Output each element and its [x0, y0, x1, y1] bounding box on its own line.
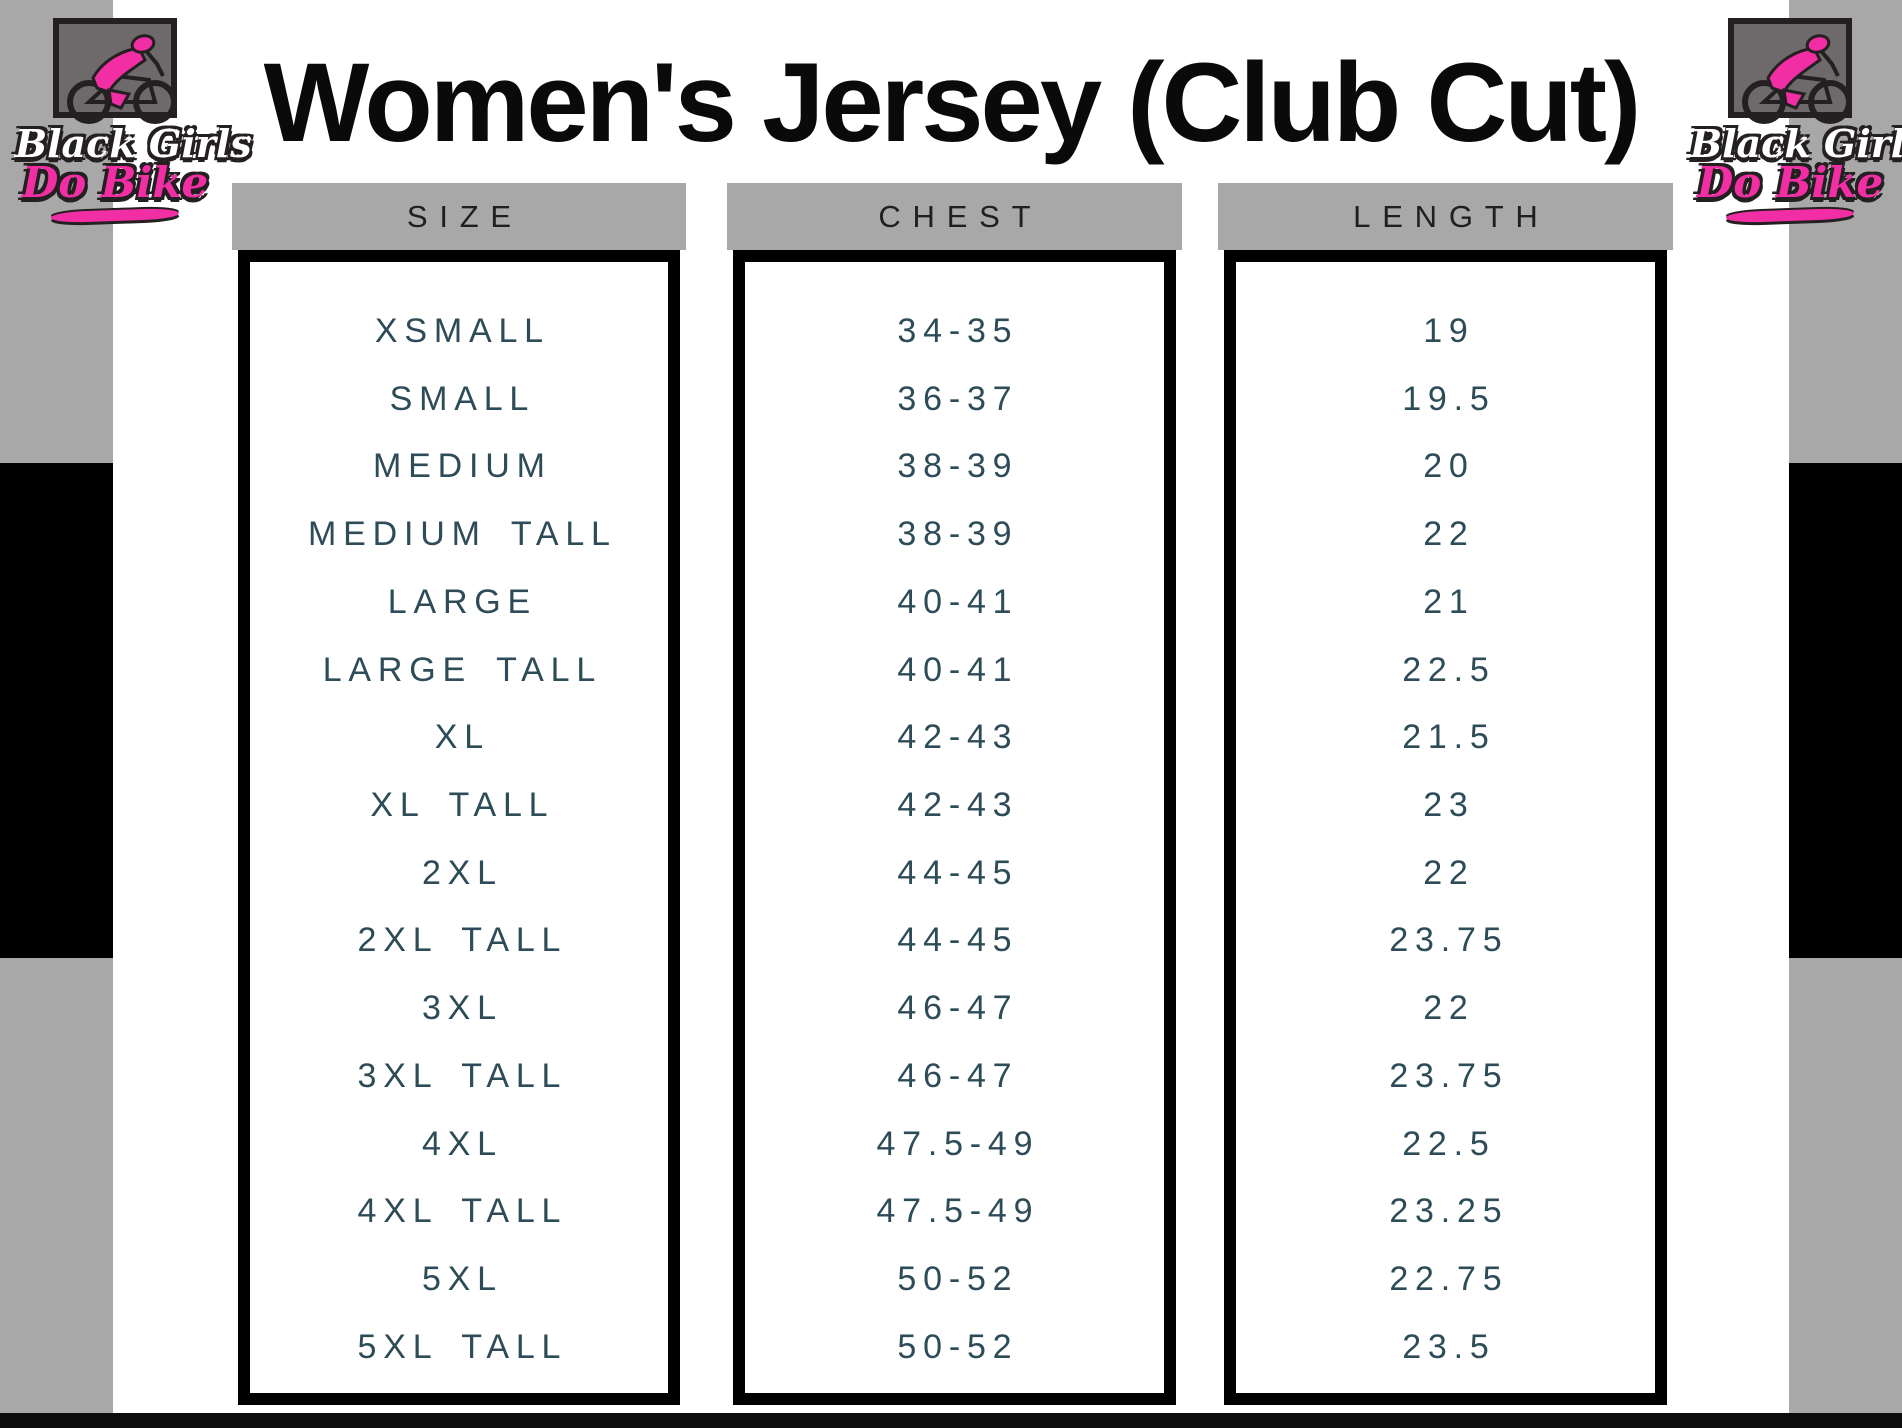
page-title: Women's Jersey (Club Cut) — [263, 40, 1642, 165]
table-cell-size: XL — [434, 718, 490, 757]
table-cell-length: 22 — [1423, 989, 1475, 1028]
table-cell-chest: 36-37 — [897, 379, 1019, 418]
table-cell-size: 2XL — [421, 853, 503, 892]
table-cell-length: 23.5 — [1402, 1327, 1496, 1366]
table-cell-chest: 38-39 — [897, 447, 1019, 486]
table-cell-size: XL TALL — [370, 786, 555, 825]
left-black-block — [0, 463, 113, 958]
logo-badge — [1728, 18, 1852, 124]
table-cell-chest: 46-47 — [897, 1056, 1019, 1095]
logo-wordmark-line2: Do Bike — [21, 158, 209, 207]
left-gray-strip — [0, 0, 113, 1428]
size-column-header: SIZE — [232, 183, 686, 250]
length-column-header: LENGTH — [1218, 183, 1673, 250]
logo-wordmark-line1: Black Girls — [1690, 121, 1902, 166]
table-cell-length: 22 — [1423, 853, 1475, 892]
table-cell-chest: 50-52 — [897, 1260, 1019, 1299]
table-cell-length: 23.25 — [1389, 1192, 1509, 1231]
table-cell-chest: 42-43 — [897, 718, 1019, 757]
table-cell-chest: 40-41 — [897, 650, 1019, 689]
table-cell-length: 19.5 — [1402, 379, 1496, 418]
chest-column-box: 34-35 36-37 38-39 38-39 40-41 40-41 42-43 42-43… — [733, 250, 1176, 1405]
table-cell-length: 19 — [1423, 312, 1475, 350]
table-cell-size: 5XL — [421, 1260, 503, 1299]
bottom-black-bar — [0, 1413, 1902, 1428]
bgdb-logo-right: Black Girls Do Bike — [1690, 18, 1902, 224]
table-cell-size: MEDIUM — [373, 447, 552, 486]
table-cell-length: 23.75 — [1389, 1056, 1509, 1095]
table-cell-length: 21.5 — [1402, 718, 1496, 757]
length-column: LENGTH 19 19.5 20 22 21 22.5 21.5 23 22 23.75 22 23… — [1218, 183, 1673, 1405]
table-cell-length: 22.5 — [1402, 650, 1496, 689]
table-cell-size: LARGE TALL — [322, 650, 603, 689]
table-cell-length: 22.5 — [1402, 1124, 1496, 1163]
table-cell-length: 22 — [1423, 515, 1475, 554]
logo-wordmark-line1: Black Girls — [15, 121, 252, 166]
bgdb-logo-left: Black Girls Do Bike — [15, 18, 252, 224]
table-cell-chest: 44-45 — [897, 921, 1019, 960]
table-cell-size: 5XL TALL — [357, 1327, 568, 1366]
table-cell-chest: 47.5-49 — [876, 1192, 1040, 1231]
size-column: SIZE XSMALL SMALL MEDIUM MEDIUM TALL LARGE LA… — [232, 183, 686, 1405]
right-gray-strip — [1789, 0, 1902, 1428]
table-cell-size: SMALL — [389, 379, 536, 418]
logo-badge — [53, 18, 177, 124]
table-cell-size: 3XL — [421, 989, 503, 1028]
table-cell-length: 23 — [1423, 786, 1475, 825]
table-cell-length: 21 — [1423, 582, 1475, 621]
table-cell-chest: 44-45 — [897, 853, 1019, 892]
table-cell-chest: 40-41 — [897, 582, 1019, 621]
table-cell-chest: 38-39 — [897, 515, 1019, 554]
chest-column: CHEST 34-35 36-37 38-39 38-39 40-41 40-41 42-4… — [727, 183, 1182, 1405]
table-cell-size: 3XL TALL — [357, 1056, 568, 1095]
table-cell-length: 22.75 — [1389, 1260, 1509, 1299]
table-cell-length: 20 — [1423, 447, 1475, 486]
logo-wordmark-line2: Do Bike — [1696, 158, 1884, 207]
table-cell-size: 4XL TALL — [357, 1192, 568, 1231]
logo-underline-swoosh — [50, 207, 180, 224]
table-cell-size: 4XL — [421, 1124, 503, 1163]
table-cell-size: MEDIUM TALL — [308, 515, 617, 554]
chest-column-header: CHEST — [727, 183, 1182, 250]
table-cell-size: 2XL TALL — [357, 921, 568, 960]
table-cell-chest: 34-35 — [897, 312, 1019, 350]
table-cell-size: XSMALL — [374, 312, 550, 350]
table-cell-chest: 46-47 — [897, 989, 1019, 1028]
table-cell-size: LARGE — [387, 582, 538, 621]
table-cell-chest: 42-43 — [897, 786, 1019, 825]
size-column-box: XSMALL SMALL MEDIUM MEDIUM TALL LARGE LARGE T… — [238, 250, 680, 1405]
length-column-box: 19 19.5 20 22 21 22.5 21.5 23 22 23.75 22 23.75 22.5… — [1224, 250, 1667, 1405]
table-cell-chest: 47.5-49 — [876, 1124, 1040, 1163]
table-cell-length: 23.75 — [1389, 921, 1509, 960]
table-cell-chest: 50-52 — [897, 1327, 1019, 1366]
right-black-block — [1789, 463, 1902, 958]
logo-underline-swoosh — [1725, 207, 1855, 224]
